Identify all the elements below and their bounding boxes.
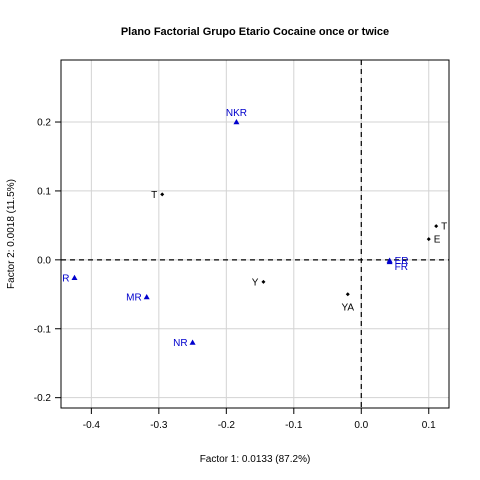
point-label: R: [62, 273, 69, 284]
point-marker-diamond: [426, 237, 431, 242]
x-axis-label: Factor 1: 0.0133 (87.2%): [200, 454, 311, 465]
point-label: YA: [341, 302, 354, 313]
point-label: NKR: [226, 108, 247, 119]
point-label: Y: [252, 277, 259, 288]
point-label: NR: [173, 338, 187, 349]
reference-lines: [61, 60, 449, 408]
x-tick-label: -0.3: [150, 420, 168, 431]
y-axis-label: Factor 2: 0.0018 (11.5%): [6, 179, 17, 289]
point-marker-triangle: [189, 339, 196, 345]
x-tick-label: 0.1: [422, 420, 436, 431]
y-axis-ticks: -0.2 -0.1 0.0 0.1 0.2: [34, 118, 61, 404]
point-label: FR: [395, 262, 408, 273]
y-tick-label: 0.1: [37, 186, 51, 197]
x-axis-ticks: -0.4 -0.3 -0.2 -0.1 0.0 0.1: [83, 408, 436, 431]
point-marker-triangle: [386, 258, 393, 265]
point-label: T: [151, 190, 157, 201]
grid-lines: [61, 60, 449, 408]
y-tick-label: -0.1: [34, 324, 52, 335]
x-tick-label: 0.0: [354, 420, 368, 431]
point-marker-diamond: [345, 292, 350, 297]
point-label: T: [441, 222, 447, 233]
point-marker-diamond: [261, 279, 266, 284]
point-marker-triangle: [233, 119, 240, 125]
x-tick-label: -0.4: [83, 420, 101, 431]
y-tick-label: -0.2: [34, 393, 52, 404]
point-label: E: [434, 235, 441, 246]
y-tick-label: 0.0: [37, 255, 51, 266]
plot-frame: [60, 59, 450, 409]
point-marker-diamond: [434, 224, 439, 229]
y-tick-label: 0.2: [37, 118, 51, 129]
point-label: MR: [126, 293, 142, 304]
chart-title: Plano Factorial Grupo Etario Cocaine onc…: [121, 26, 389, 38]
point-marker-diamond: [160, 192, 165, 197]
x-tick-label: -0.2: [218, 420, 236, 431]
point-label: ER: [395, 256, 409, 267]
point-marker-triangle: [143, 294, 150, 300]
point-marker-triangle: [71, 274, 78, 280]
x-tick-label: -0.1: [285, 420, 303, 431]
